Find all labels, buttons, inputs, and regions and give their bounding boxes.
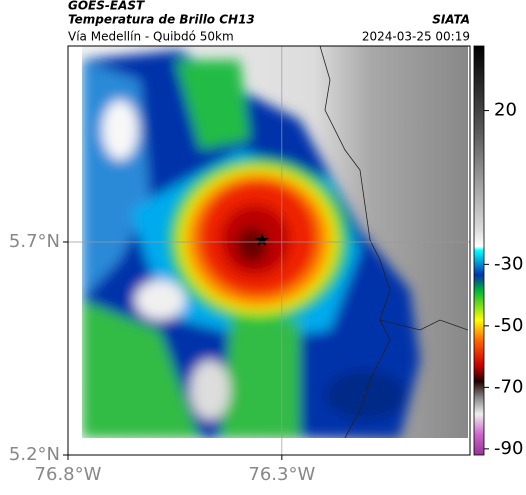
colorbar-tick-label: -50: [494, 315, 523, 336]
x-tick-label: 76.8°W: [35, 464, 102, 485]
y-tick-label: 5.7°N: [9, 231, 60, 252]
brand: SIATA: [432, 13, 470, 27]
subtitle: Vía Medellín - Quibdó 50km: [68, 30, 234, 44]
title: Temperatura de Brillo CH13: [68, 13, 255, 27]
colorbar-tick-label: -90: [494, 438, 523, 459]
colorbar-tick-label: -70: [494, 376, 523, 397]
location-marker: [255, 233, 269, 246]
x-tick-label: 76.3°W: [248, 464, 315, 485]
colorbar: [473, 45, 485, 456]
map-frame: [67, 45, 471, 456]
timestamp: 2024-03-25 00:19: [362, 30, 470, 44]
y-tick-label: 5.2°N: [9, 444, 60, 465]
source: GOES-EAST: [68, 0, 145, 13]
colorbar-tick-label: 20: [494, 100, 517, 121]
satellite-image: [82, 46, 468, 438]
colorbar-tick-label: -30: [494, 253, 523, 274]
